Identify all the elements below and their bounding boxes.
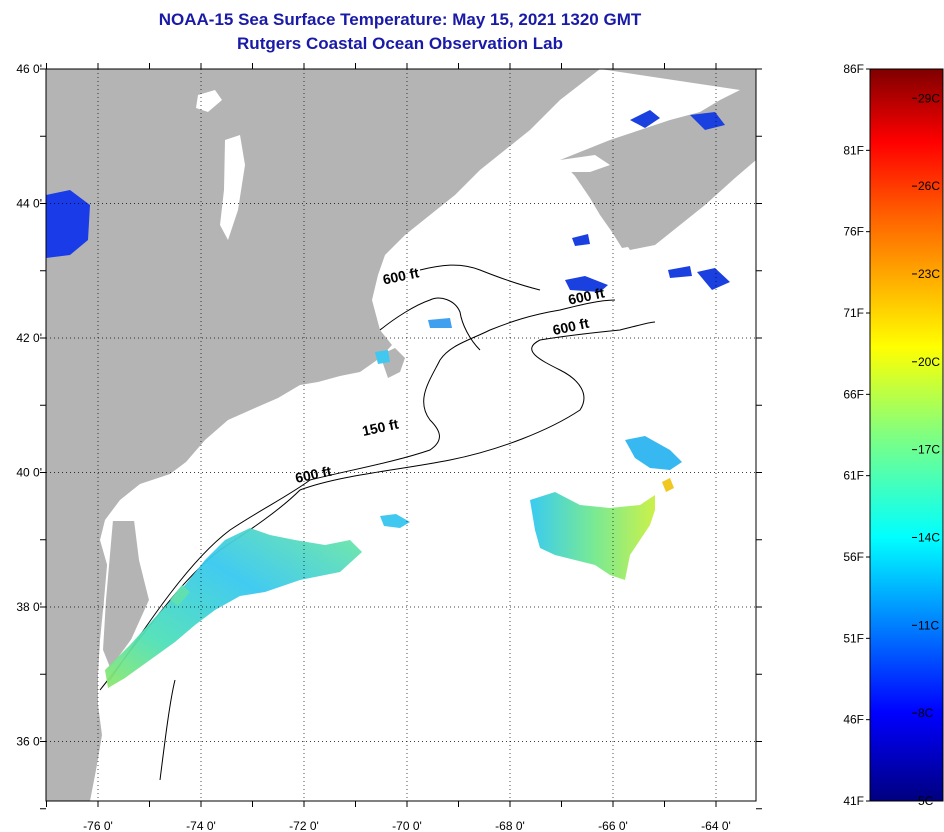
latitude-axis: 46 0' 44 0' 42 0' 40 0' 38 0' 36 0' xyxy=(16,62,762,810)
sst-patch xyxy=(375,350,390,364)
lake xyxy=(196,90,222,112)
sst-midatlantic xyxy=(105,528,362,688)
contour-label: 150 ft xyxy=(361,416,400,439)
sst-patch xyxy=(668,266,692,278)
map-frame xyxy=(46,69,756,801)
contour-label: 600 ft xyxy=(551,315,590,338)
colorbar xyxy=(869,68,944,802)
colorbar-c-label: 20C xyxy=(918,355,940,369)
sst-patch xyxy=(428,318,452,328)
sst-patch xyxy=(630,110,660,128)
sst-warm-spot xyxy=(662,478,674,492)
colorbar-f-label: 71F xyxy=(843,306,864,320)
contour-label: 600 ft xyxy=(381,264,420,287)
lon-label: -70 0' xyxy=(392,819,422,832)
sst-patch xyxy=(572,234,590,246)
colorbar-f-label: 81F xyxy=(843,143,864,157)
map-title: NOAA-15 Sea Surface Temperature: May 15,… xyxy=(158,10,642,29)
colorbar-c-label: 29C xyxy=(918,91,940,105)
sst-patch xyxy=(697,268,730,290)
landmass-us xyxy=(46,69,600,801)
colorbar-f-label: 46F xyxy=(843,713,864,727)
lat-label: 36 0' xyxy=(16,735,42,749)
lon-label: -66 0' xyxy=(598,819,628,832)
colorbar-f-label: 41F xyxy=(843,794,864,808)
map-subtitle: Rutgers Coastal Ocean Observation Lab xyxy=(237,34,563,53)
lat-label: 42 0' xyxy=(16,331,42,345)
lat-label: 44 0' xyxy=(16,197,42,211)
lon-label: -76 0' xyxy=(83,819,113,832)
sst-midatlantic-spot xyxy=(170,585,190,606)
sst-offshore-small xyxy=(380,514,410,528)
colorbar-c-label: 14C xyxy=(918,530,940,544)
longitude-axis: -76 0' -74 0' -72 0' -70 0' -68 0' -66 0' -64 … xyxy=(46,63,731,832)
colorbar-celsius-labels: 29C 26C 23C 20C 17C 14C 11C 8C 5C xyxy=(912,91,940,808)
colorbar-c-label: 5C xyxy=(918,794,934,808)
contour-label: 600 ft xyxy=(567,284,606,307)
delmarva xyxy=(100,519,152,673)
lat-label: 46 0' xyxy=(16,62,42,76)
colorbar-c-label: 23C xyxy=(918,267,940,281)
contour-label: 600 ft xyxy=(294,463,333,486)
colorbar-f-label: 86F xyxy=(843,62,864,76)
colorbar-f-label: 51F xyxy=(843,631,864,645)
lat-label: 40 0' xyxy=(16,466,42,480)
sst-patch xyxy=(565,276,608,292)
sst-lake-ontario xyxy=(46,190,90,258)
colorbar-f-label: 61F xyxy=(843,469,864,483)
contour-labels: 600 ft 600 ft 600 ft 150 ft 600 ft xyxy=(294,264,606,486)
sst-offshore-north xyxy=(625,436,682,470)
lake xyxy=(560,155,610,172)
colorbar-c-label: 11C xyxy=(918,618,939,632)
colorbar-c-label: 17C xyxy=(918,443,940,457)
lat-label: 38 0' xyxy=(16,600,42,614)
colorbar-c-label: 8C xyxy=(918,706,934,720)
sst-offshore-east xyxy=(530,492,655,580)
colorbar-c-label: 26C xyxy=(918,179,940,193)
colorbar-f-label: 66F xyxy=(843,387,864,401)
lake xyxy=(220,135,245,240)
lon-label: -64 0' xyxy=(701,819,731,832)
nova-scotia xyxy=(618,122,756,250)
colorbar-fahrenheit-labels: 86F 81F 76F 71F 66F 61F 56F 51F 46F 41F xyxy=(843,62,870,808)
lon-label: -72 0' xyxy=(289,819,319,832)
lon-label: -74 0' xyxy=(186,819,216,832)
colorbar-f-label: 76F xyxy=(843,225,864,239)
lon-label: -68 0' xyxy=(495,819,525,832)
map-border xyxy=(45,68,757,802)
colorbar-f-label: 56F xyxy=(843,550,864,564)
